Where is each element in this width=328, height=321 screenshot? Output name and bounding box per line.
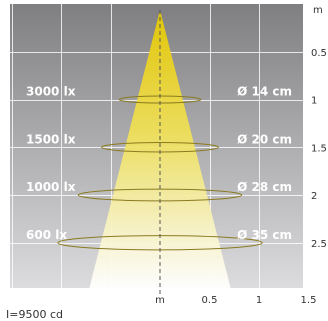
illuminance-label: 1000 lx <box>26 180 76 194</box>
y-tick-label: 0.5 <box>311 48 327 59</box>
diameter-label: Ø 35 cm <box>237 228 292 242</box>
light-beam-cone <box>89 10 231 288</box>
diameter-label: Ø 28 cm <box>237 180 292 194</box>
diameter-label: Ø 14 cm <box>237 85 292 99</box>
x-tick-label: 1.5 <box>301 295 317 306</box>
x-tick-label: 0.5 <box>202 295 218 306</box>
x-axis-ticks: m 0.5 1 1.5 <box>155 295 316 306</box>
diameter-label: Ø 20 cm <box>237 132 292 146</box>
y-tick-label: 2.5 <box>311 239 327 250</box>
intensity-label: I=9500 cd <box>6 308 63 321</box>
y-tick-label: 1.5 <box>311 143 327 154</box>
y-axis-unit-label: m <box>313 5 323 16</box>
x-tick-label: 1 <box>256 295 262 306</box>
illuminance-label: 1500 lx <box>26 132 76 146</box>
y-axis-ticks: m 0.5 1 1.5 2 2.5 <box>311 5 327 250</box>
illuminance-label: 3000 lx <box>26 85 76 99</box>
y-tick-label: 1 <box>311 96 317 107</box>
x-axis-unit-label: m <box>155 295 165 306</box>
level-labels: 3000 lx Ø 14 cm 1500 lx Ø 20 cm 1000 lx Ø 28 … <box>26 85 292 242</box>
illuminance-label: 600 lx <box>26 228 67 242</box>
y-tick-label: 2 <box>311 191 317 202</box>
